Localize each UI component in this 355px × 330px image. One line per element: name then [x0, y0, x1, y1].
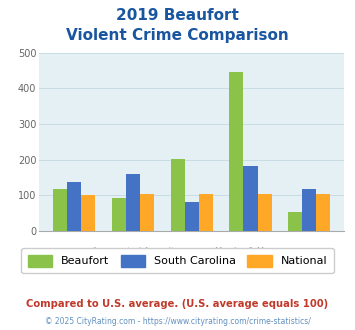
- Bar: [112, 198, 126, 231]
- Text: Murder & Mans...: Murder & Mans...: [214, 247, 286, 256]
- Text: Aggravated Assault: Aggravated Assault: [92, 247, 174, 256]
- Legend: Beaufort, South Carolina, National: Beaufort, South Carolina, National: [21, 248, 334, 273]
- Text: Compared to U.S. average. (U.S. average equals 100): Compared to U.S. average. (U.S. average …: [26, 299, 329, 309]
- Bar: [244, 166, 258, 231]
- Text: 2019 Beaufort: 2019 Beaufort: [116, 8, 239, 23]
- Bar: [67, 182, 81, 231]
- Bar: [316, 194, 331, 231]
- Bar: [199, 194, 213, 231]
- Text: All Violent Crime: All Violent Crime: [39, 263, 109, 272]
- Bar: [288, 213, 302, 231]
- Text: Robbery: Robbery: [174, 263, 209, 272]
- Bar: [258, 194, 272, 231]
- Bar: [126, 174, 140, 231]
- Bar: [140, 194, 154, 231]
- Text: Violent Crime Comparison: Violent Crime Comparison: [66, 28, 289, 43]
- Text: © 2025 CityRating.com - https://www.cityrating.com/crime-statistics/: © 2025 CityRating.com - https://www.city…: [45, 317, 310, 326]
- Bar: [81, 195, 95, 231]
- Text: Rape: Rape: [299, 263, 320, 272]
- Bar: [185, 203, 199, 231]
- Bar: [302, 189, 316, 231]
- Bar: [53, 189, 67, 231]
- Bar: [170, 159, 185, 231]
- Bar: [229, 72, 244, 231]
